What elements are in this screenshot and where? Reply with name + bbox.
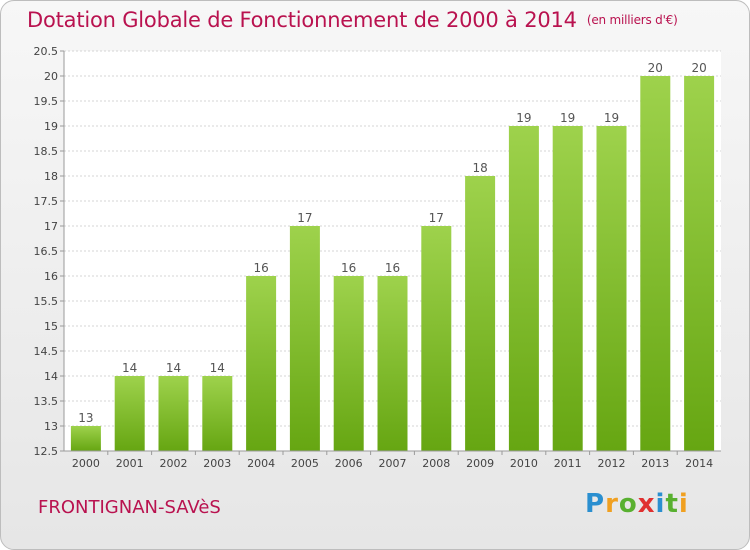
x-tick-label-2003: 2003 xyxy=(203,457,231,470)
x-tick-label-2000: 2000 xyxy=(72,457,100,470)
logo-letter: r xyxy=(605,489,619,519)
y-tick-label: 14.5 xyxy=(34,345,59,358)
bar-2011 xyxy=(552,126,583,451)
data-label-2002: 14 xyxy=(166,361,181,375)
data-label-2005: 17 xyxy=(297,211,312,225)
data-label-2008: 17 xyxy=(429,211,444,225)
data-label-2012: 19 xyxy=(604,111,619,125)
y-tick-labels: 12.5 13 13.5 14 14.5 15 15.5 16 16.5 17 17.5 18 18.5… xyxy=(34,45,59,458)
data-label-2013: 20 xyxy=(648,61,663,75)
y-tick-label: 15.5 xyxy=(34,295,59,308)
data-label-2011: 19 xyxy=(560,111,575,125)
x-tick-label-2007: 2007 xyxy=(379,457,407,470)
logo-letter: i xyxy=(655,489,666,519)
bar-2009 xyxy=(465,176,496,451)
logo-letter: P xyxy=(585,489,606,519)
bar-2014 xyxy=(684,76,715,451)
data-label-2004: 16 xyxy=(253,261,268,275)
y-tick-label: 17 xyxy=(44,220,58,233)
y-tick-label: 12.5 xyxy=(34,445,59,458)
y-tick-label: 15 xyxy=(44,320,58,333)
data-label-2000: 13 xyxy=(78,411,93,425)
data-label-2014: 20 xyxy=(691,61,706,75)
bar-2006 xyxy=(333,276,364,451)
x-tick-label-2001: 2001 xyxy=(116,457,144,470)
bar-2012 xyxy=(596,126,627,451)
x-tick-label-2009: 2009 xyxy=(466,457,494,470)
data-labels: 13 14 14 14 16 17 16 16 17 18 19 19 19 20 20 xyxy=(78,61,706,425)
y-tick-label: 18 xyxy=(44,170,58,183)
y-tick-label: 20 xyxy=(44,70,58,83)
y-tick-label: 19 xyxy=(44,120,58,133)
x-tick-label-2006: 2006 xyxy=(335,457,363,470)
data-label-2003: 14 xyxy=(210,361,225,375)
x-tick-label-2014: 2014 xyxy=(685,457,713,470)
proxiti-logo: Proxiti xyxy=(585,489,689,519)
y-tick-label: 13 xyxy=(44,420,58,433)
logo-letter: i xyxy=(678,489,689,519)
logo-letter: o xyxy=(618,489,638,519)
x-tick-label-2002: 2002 xyxy=(160,457,188,470)
y-tick-label: 13.5 xyxy=(34,395,59,408)
chart-unit: (en milliers d'€) xyxy=(586,13,678,27)
y-tick-label: 20.5 xyxy=(34,45,59,58)
y-tick-label: 17.5 xyxy=(34,195,59,208)
y-tick-label: 16.5 xyxy=(34,245,59,258)
x-tick-label-2008: 2008 xyxy=(422,457,450,470)
logo-letter: x xyxy=(637,489,656,519)
data-label-2009: 18 xyxy=(472,161,487,175)
bar-2000 xyxy=(70,426,101,451)
x-tick-label-2012: 2012 xyxy=(598,457,626,470)
axes xyxy=(63,51,721,452)
data-label-2006: 16 xyxy=(341,261,356,275)
x-tick-label-2010: 2010 xyxy=(510,457,538,470)
y-tick-label: 18.5 xyxy=(34,145,59,158)
x-tick-labels: 2000 2001 2002 2003 2004 2005 2006 2007 2008 2009… xyxy=(72,451,713,470)
x-tick-label-2013: 2013 xyxy=(641,457,669,470)
chart-title-text: Dotation Globale de Fonctionnement de 20… xyxy=(27,8,577,32)
bar-2007 xyxy=(377,276,408,451)
data-label-2001: 14 xyxy=(122,361,137,375)
bar-2013 xyxy=(640,76,671,451)
bars xyxy=(70,76,715,451)
bar-2004 xyxy=(246,276,277,451)
commune-name: FRONTIGNAN-SAVèS xyxy=(38,497,221,518)
bar-2010 xyxy=(508,126,539,451)
x-tick-label-2011: 2011 xyxy=(554,457,582,470)
chart-title: Dotation Globale de Fonctionnement de 20… xyxy=(27,8,678,32)
y-tick-label: 14 xyxy=(44,370,58,383)
logo-letter: t xyxy=(665,489,679,519)
bar-2003 xyxy=(202,376,233,451)
data-label-2007: 16 xyxy=(385,261,400,275)
y-tick-label: 16 xyxy=(44,270,58,283)
bar-2005 xyxy=(289,226,320,451)
x-tick-label-2004: 2004 xyxy=(247,457,275,470)
x-tick-label-2005: 2005 xyxy=(291,457,319,470)
bar-2002 xyxy=(158,376,189,451)
data-label-2010: 19 xyxy=(516,111,531,125)
y-tick-label: 19.5 xyxy=(34,95,59,108)
bar-2001 xyxy=(114,376,145,451)
bar-2008 xyxy=(421,226,452,451)
